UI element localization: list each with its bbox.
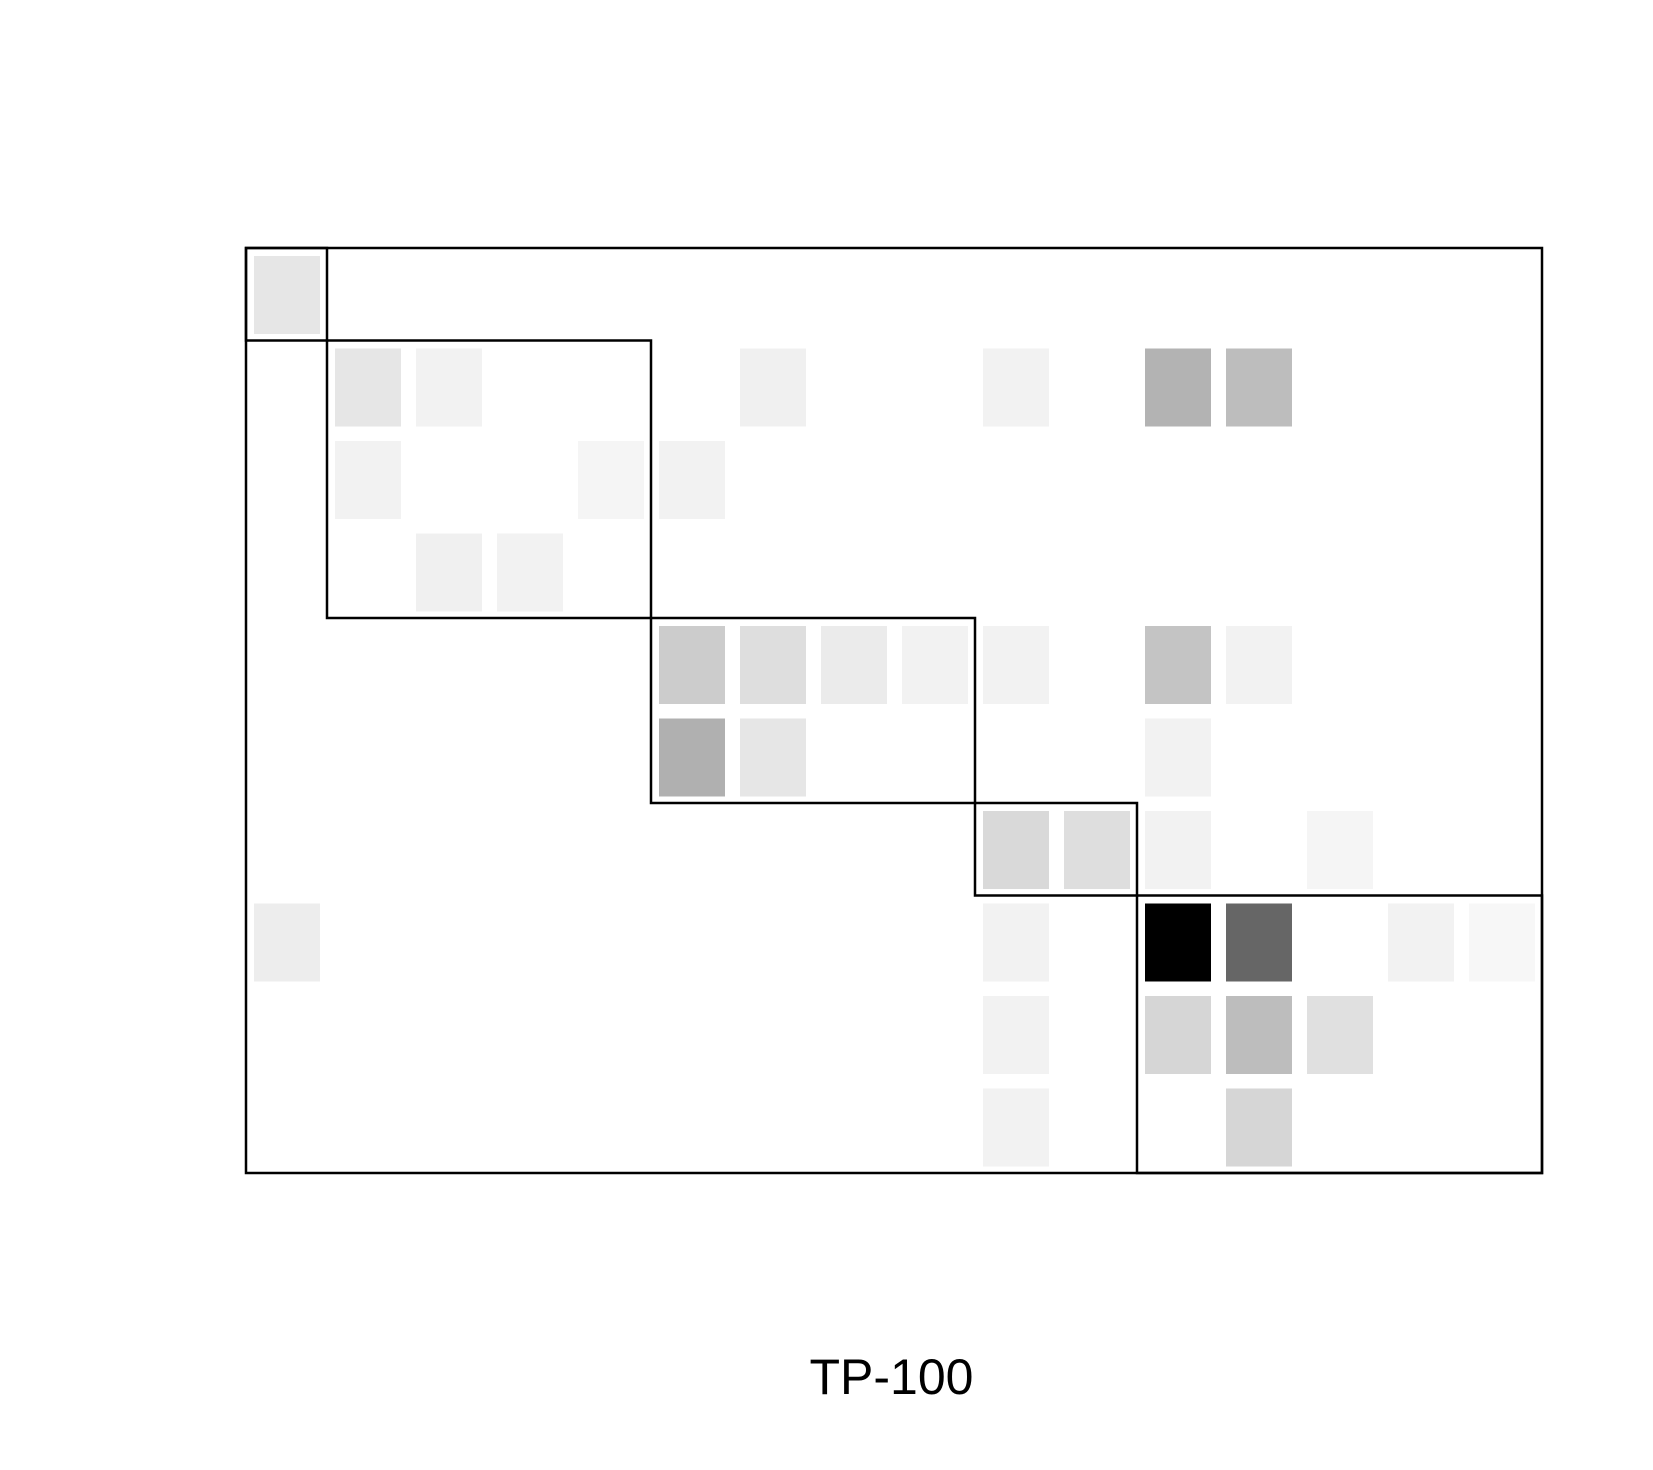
heatmap-cell-r1-c9 — [983, 348, 1049, 427]
heatmap-cell-r2-c4 — [578, 441, 644, 519]
heatmap-cell-r3-c3 — [497, 533, 563, 612]
heatmap-cell-r1-c11 — [1145, 348, 1211, 427]
heatmap-cell-r7-c9 — [983, 903, 1049, 982]
heatmap-cell-r4-c11 — [1145, 626, 1211, 704]
heatmap-cell-r6-c11 — [1145, 811, 1211, 889]
heatmap-cell-r4-c8 — [902, 626, 968, 704]
x-axis-label: TP-100 — [809, 1349, 974, 1405]
plot-frame — [244, 246, 1544, 1175]
heatmap-cell-r7-c14 — [1388, 903, 1454, 982]
heatmap-cell-r3-c2 — [416, 533, 482, 612]
cluster-block-1 — [244, 246, 329, 342]
heatmap-cell-r7-c12 — [1226, 903, 1292, 982]
heatmap-cell-r1-c6 — [740, 348, 806, 427]
heatmap-cell-r8-c11 — [1145, 996, 1211, 1074]
heatmap-cell-r9-c9 — [983, 1088, 1049, 1167]
heatmap-cell-r6-c9 — [983, 811, 1049, 889]
heatmap-cells — [254, 256, 1535, 1167]
cluster-block-5 — [1135, 894, 1544, 1175]
heatmap-cell-r4-c12 — [1226, 626, 1292, 704]
cluster-block-2 — [325, 339, 653, 620]
heatmap-cell-r4-c7 — [821, 626, 887, 704]
heatmap-cell-r8-c12 — [1226, 996, 1292, 1074]
heatmap-cell-r7-c0 — [254, 903, 320, 982]
heatmap-cell-r7-c15 — [1469, 903, 1535, 982]
cluster-blocks — [244, 246, 1544, 1175]
heatmap-cell-r8-c13 — [1307, 996, 1373, 1074]
heatmap-cell-r6-c10 — [1064, 811, 1130, 889]
heatmap-cell-r5-c6 — [740, 718, 806, 797]
heatmap-cell-r9-c12 — [1226, 1088, 1292, 1167]
heatmap-cell-r1-c2 — [416, 348, 482, 427]
heatmap-cell-r4-c9 — [983, 626, 1049, 704]
heatmap-cell-r0-c0 — [254, 256, 320, 334]
heatmap-cell-r7-c11 — [1145, 903, 1211, 982]
heatmap-cell-r2-c5 — [659, 441, 725, 519]
heatmap-cell-r4-c6 — [740, 626, 806, 704]
heatmap-cell-r1-c1 — [335, 348, 401, 427]
cluster-block-4 — [973, 801, 1139, 897]
heatmap-cell-r2-c1 — [335, 441, 401, 519]
heatmap-cell-r1-c12 — [1226, 348, 1292, 427]
cluster-block-3 — [649, 616, 977, 805]
heatmap-cell-r4-c5 — [659, 626, 725, 704]
heatmap-cell-r6-c13 — [1307, 811, 1373, 889]
heatmap-cell-r8-c9 — [983, 996, 1049, 1074]
heatmap-cell-r5-c5 — [659, 718, 725, 797]
heatmap-cell-r5-c11 — [1145, 718, 1211, 797]
